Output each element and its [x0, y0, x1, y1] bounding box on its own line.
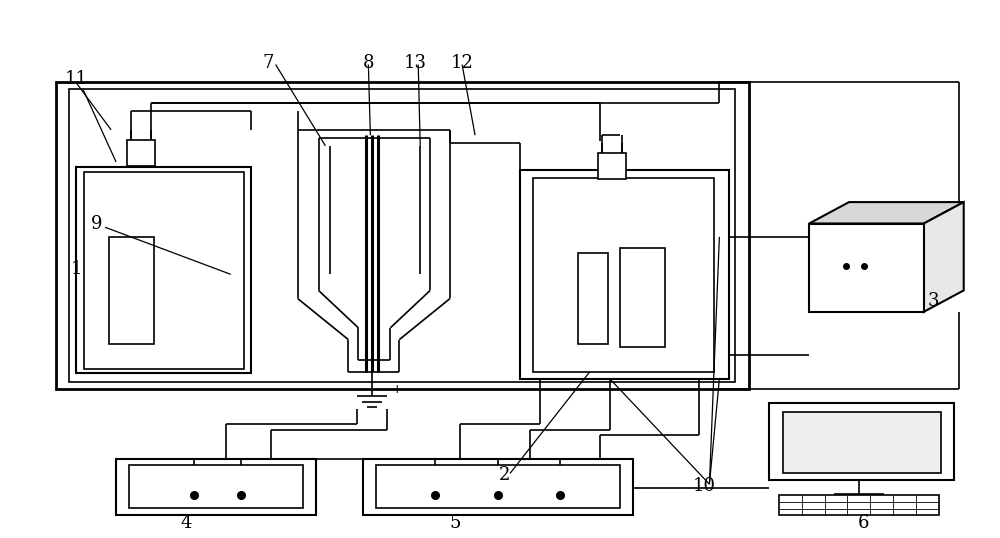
- Text: 8: 8: [363, 54, 374, 72]
- Bar: [127, 140, 155, 166]
- Bar: [783, 412, 941, 473]
- Text: -: -: [345, 383, 350, 396]
- Polygon shape: [924, 202, 964, 312]
- Bar: [56, 82, 749, 390]
- Bar: [363, 459, 633, 515]
- Text: 6: 6: [858, 514, 870, 532]
- Bar: [84, 172, 244, 369]
- Bar: [129, 465, 303, 508]
- Bar: [69, 89, 735, 383]
- Text: +: +: [392, 383, 403, 396]
- Bar: [376, 465, 620, 508]
- Bar: [116, 459, 316, 515]
- Text: 7: 7: [263, 54, 274, 72]
- Text: 3: 3: [928, 292, 940, 310]
- Bar: [76, 167, 251, 373]
- Text: 2: 2: [499, 466, 511, 484]
- Bar: [620, 247, 665, 346]
- Bar: [769, 403, 954, 480]
- Bar: [520, 170, 729, 379]
- Text: 5: 5: [449, 514, 461, 532]
- Text: 11: 11: [65, 70, 88, 88]
- Text: 4: 4: [180, 514, 192, 532]
- Bar: [109, 237, 154, 344]
- Text: 12: 12: [451, 54, 474, 72]
- Bar: [533, 178, 714, 372]
- Bar: [598, 153, 626, 179]
- Text: 10: 10: [693, 477, 716, 495]
- Bar: [578, 253, 608, 344]
- Text: 9: 9: [90, 215, 102, 232]
- Text: 1: 1: [70, 260, 82, 278]
- Bar: [809, 223, 924, 312]
- Polygon shape: [809, 202, 964, 223]
- Text: 13: 13: [404, 54, 427, 72]
- Bar: [779, 495, 939, 515]
